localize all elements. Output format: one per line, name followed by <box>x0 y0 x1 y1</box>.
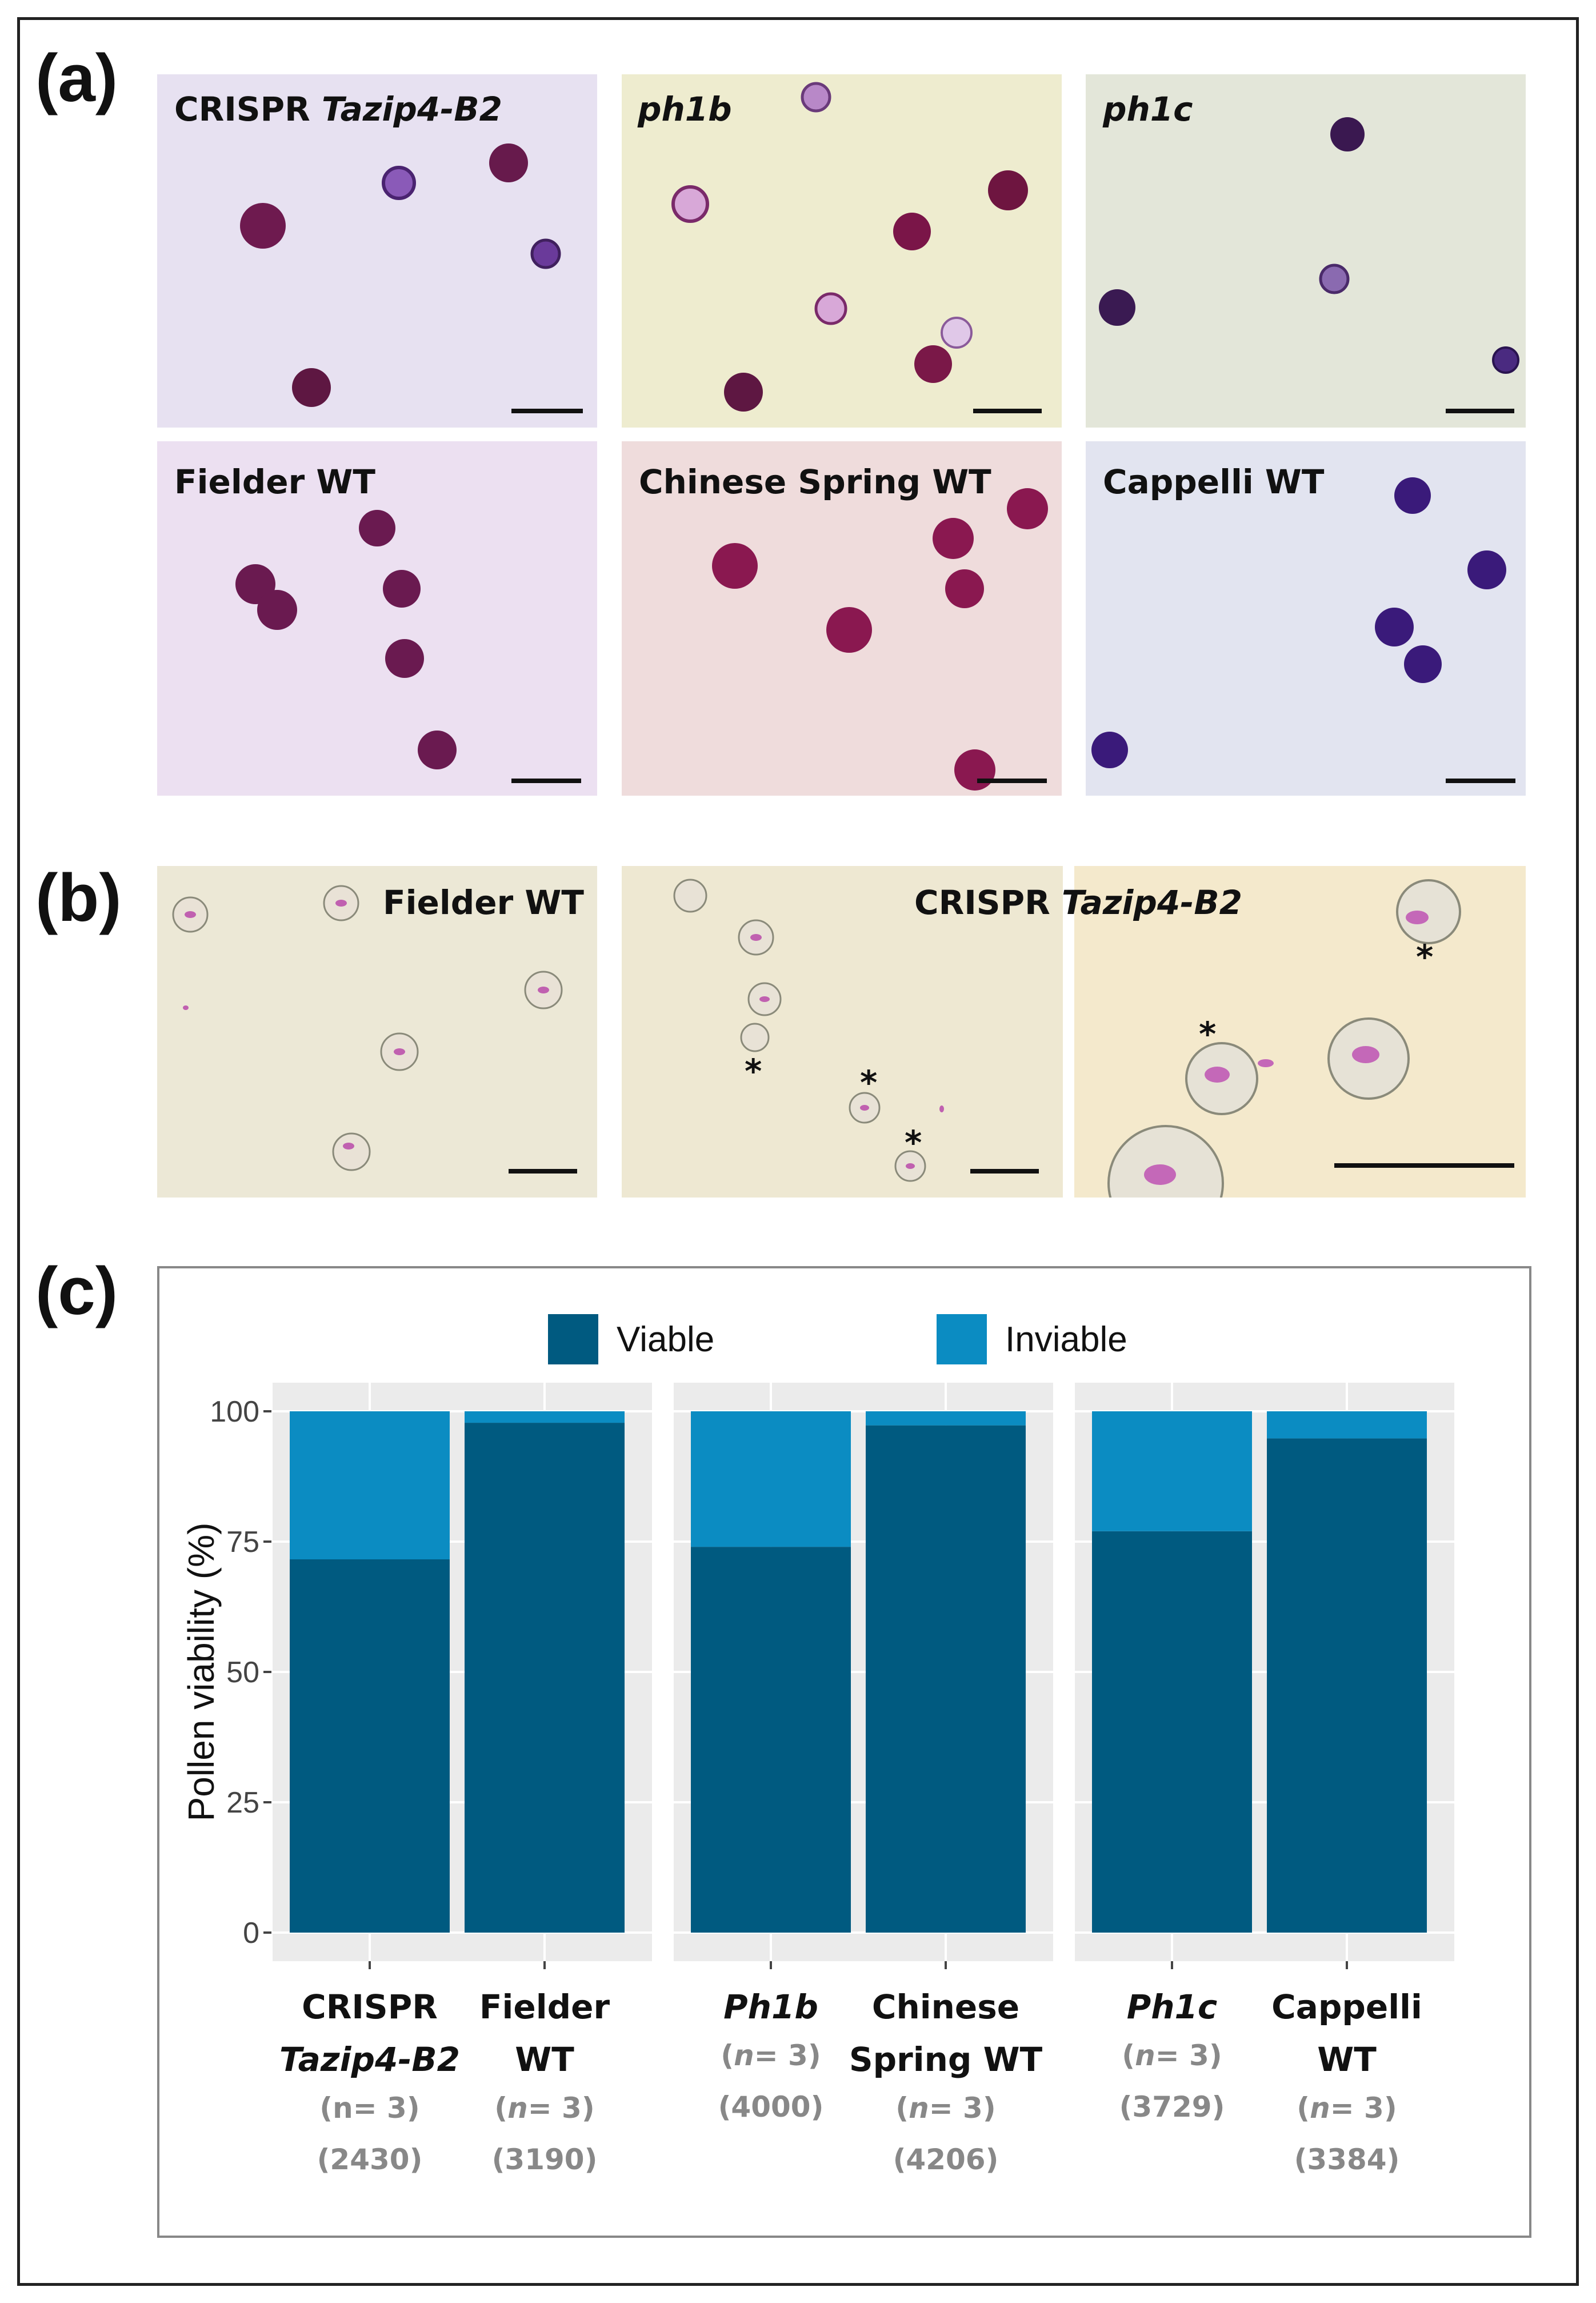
micrograph-crispr-tazip4-alexander <box>622 866 1063 1198</box>
legend-swatch-inviable <box>937 1314 987 1364</box>
sample-size-label: (n= 3) <box>1297 2092 1397 2125</box>
asterisk-marker: * <box>745 1052 762 1091</box>
pollen-count-label: (3190) <box>492 2143 598 2176</box>
micrograph-label: CRISPR Tazip4-B2 <box>174 90 502 129</box>
pollen-count-label: (3384) <box>1294 2143 1400 2176</box>
x-category-label: WT <box>1317 2040 1377 2079</box>
x-category-label: Cappelli <box>1271 1987 1422 2026</box>
x-category-label: Chinese <box>872 1987 1019 2026</box>
bar-inviable <box>866 1411 1026 1426</box>
y-tick-label: 0 <box>243 1917 259 1950</box>
legend-label-inviable: Inviable <box>1005 1320 1127 1359</box>
micrograph-label: Fielder WT <box>174 462 375 501</box>
sample-size-label: (n= 3) <box>721 2039 821 2072</box>
pollen-grains <box>240 143 583 413</box>
y-tick-label: 25 <box>226 1786 259 1819</box>
x-category-label: Tazip4-B2 <box>279 2040 460 2079</box>
pollen-count-label: (2430) <box>317 2143 423 2176</box>
y-tick-label: 50 <box>226 1656 259 1689</box>
bar-inviable <box>290 1411 450 1560</box>
micrograph-fielder-wt-alexander: Fielder WT <box>157 866 597 1198</box>
sample-size-label: (n= 3) <box>895 2092 995 2125</box>
micrograph-chinese-spring-wt: Chinese Spring WT <box>622 441 1062 796</box>
micrograph-crispr-label: CRISPR Tazip4-B2 <box>914 883 1242 922</box>
micrograph-label: Fielder WT <box>383 883 584 922</box>
bar-inviable <box>1092 1411 1252 1531</box>
pollen-grains <box>172 885 577 1174</box>
pollen-grains <box>235 510 581 783</box>
sample-size-label: (n= 3) <box>319 2092 419 2125</box>
asterisk-marker: * <box>1416 937 1434 976</box>
bar-viable <box>465 1423 625 1933</box>
micrograph-label: Cappelli WT <box>1103 462 1325 501</box>
bar-inviable <box>1267 1411 1427 1439</box>
legend-swatch-viable <box>548 1314 598 1364</box>
chart-svg: Pollen viability (%) 0 25 50 75 100 Viable Invi… <box>181 1314 1454 2176</box>
pollen-count-label: (4000) <box>718 2090 824 2124</box>
x-category-label: Fielder <box>479 1987 610 2026</box>
panel-c-label: (c) <box>35 1254 118 1329</box>
micrograph-label: Chinese Spring WT <box>639 462 991 501</box>
x-category-label: CRISPR <box>302 1987 438 2026</box>
asterisk-marker: * <box>860 1063 878 1102</box>
x-category-label: WT <box>515 2040 574 2079</box>
pollen-grains <box>1091 477 1515 783</box>
micrograph-ph1b: ph1b <box>622 74 1062 428</box>
panel-b-label: (b) <box>35 860 122 936</box>
sample-size-label: (n= 3) <box>494 2092 594 2125</box>
pollen-grains <box>1099 117 1519 413</box>
pollen-viability-chart: Pollen viability (%) 0 25 50 75 100 Viable Invi… <box>157 1266 1531 2238</box>
micrograph-fielder-wt: Fielder WT <box>157 441 597 796</box>
bar-viable <box>290 1559 450 1933</box>
bar-viable <box>1092 1531 1252 1933</box>
pollen-grains <box>673 879 1039 1182</box>
micrograph-label: ph1c <box>1103 90 1193 129</box>
bar-inviable <box>465 1411 625 1423</box>
pollen-grains <box>712 488 1048 791</box>
micrograph-cappelli-wt: Cappelli WT <box>1086 441 1526 796</box>
x-category-label: Ph1b <box>723 1987 818 2026</box>
pollen-count-label: (4206) <box>893 2143 999 2176</box>
y-axis-label: Pollen viability (%) <box>181 1523 222 1822</box>
x-category-label: Ph1c <box>1127 1987 1218 2026</box>
micrograph-label: ph1b <box>638 90 732 129</box>
asterisk-marker: * <box>905 1123 922 1162</box>
y-tick-label: 100 <box>210 1395 259 1428</box>
y-tick-label: 75 <box>226 1526 259 1559</box>
micrograph-ph1c: ph1c <box>1086 74 1526 428</box>
x-category-label: Spring WT <box>849 2040 1043 2079</box>
pollen-grains <box>1107 879 1514 1198</box>
panel-a-label: (a) <box>35 41 118 116</box>
asterisk-marker: * <box>1199 1015 1217 1053</box>
bar-viable <box>866 1425 1026 1933</box>
micrograph-crispr-tazip4: CRISPR Tazip4-B2 <box>157 74 597 428</box>
bar-inviable <box>691 1411 851 1547</box>
legend-label-viable: Viable <box>617 1320 714 1359</box>
pollen-count-label: (3729) <box>1119 2090 1225 2124</box>
sample-size-label: (n= 3) <box>1122 2039 1222 2072</box>
bar-viable <box>691 1547 851 1933</box>
micrograph-crispr-tazip4-zoom <box>1074 866 1526 1198</box>
figure-frame <box>17 17 1579 2286</box>
pollen-grains <box>671 82 1042 413</box>
bar-viable <box>1267 1438 1427 1933</box>
